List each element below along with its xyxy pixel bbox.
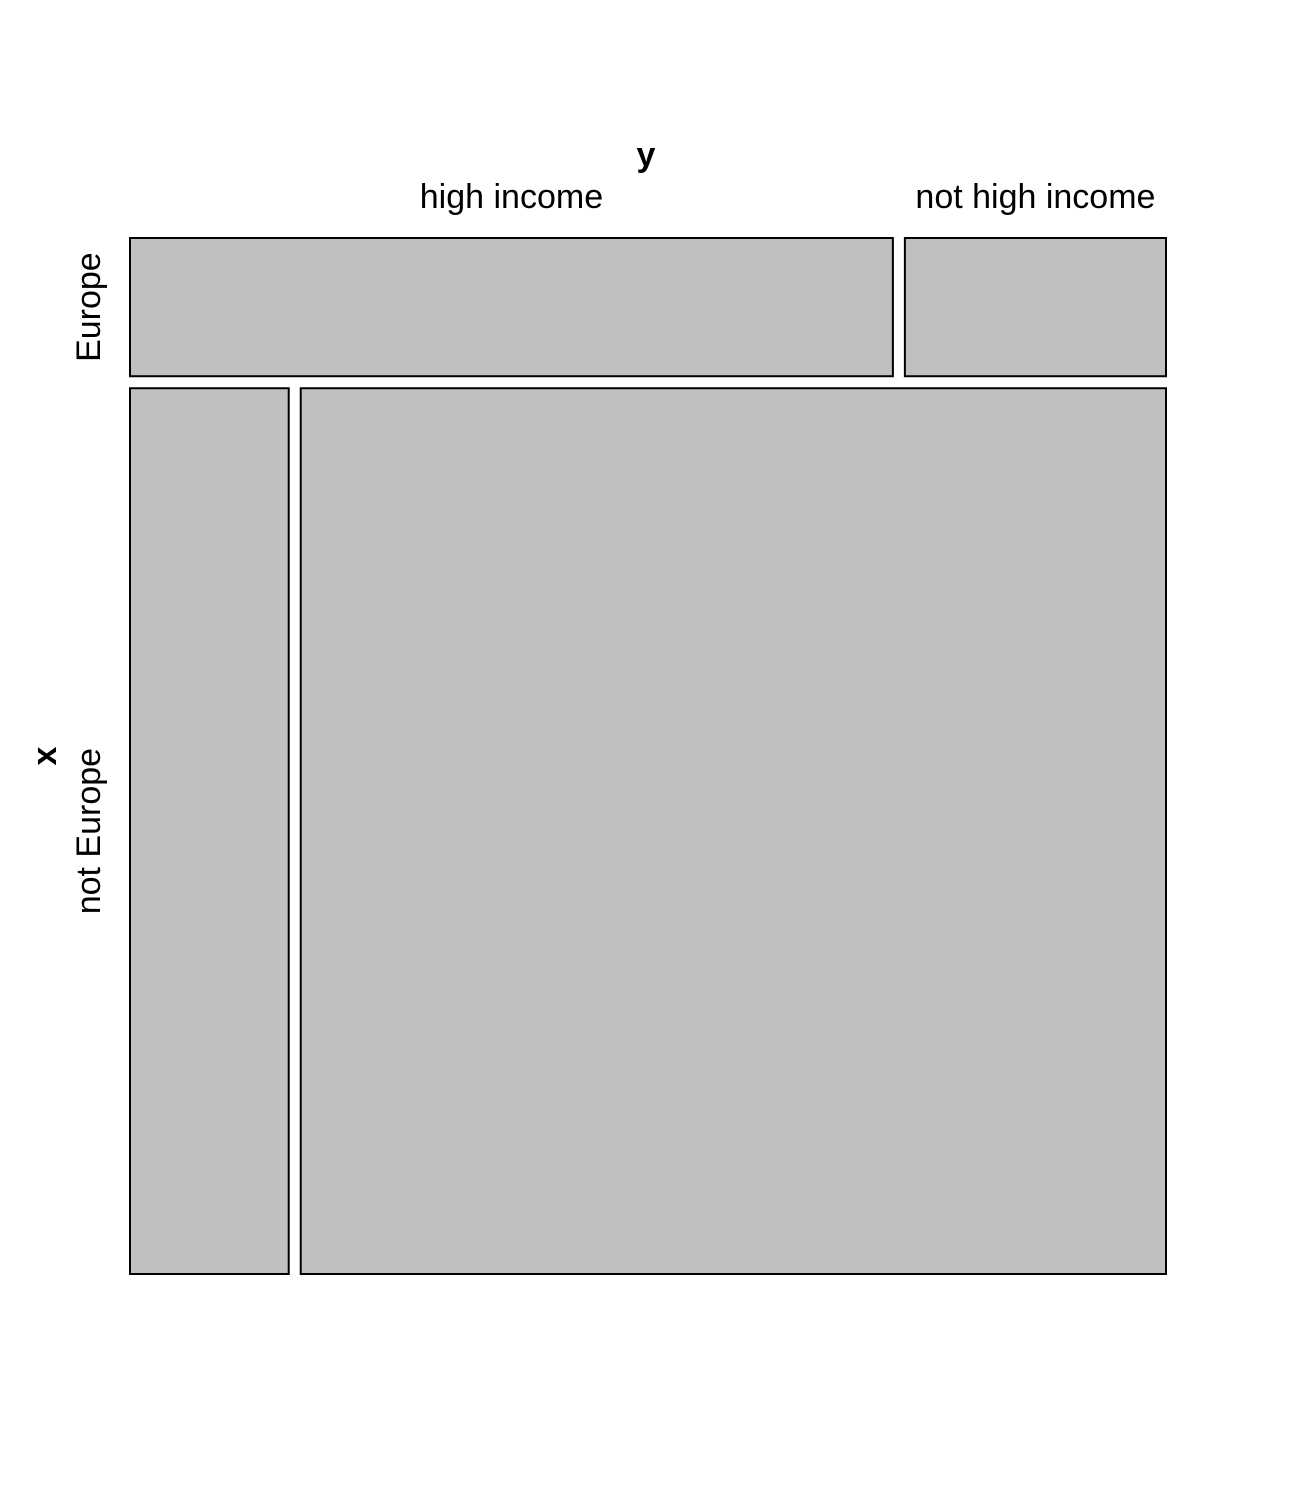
row-variable-label: x — [26, 746, 64, 765]
row-label-europe: Europe — [70, 252, 108, 362]
column-variable-label: y — [637, 136, 656, 174]
row-label-not-europe: not Europe — [70, 748, 108, 914]
tile-not-europe-not-high-income — [299, 387, 1168, 1275]
tile-not-europe-high-income — [129, 387, 290, 1275]
column-label-not-high-income: not high income — [915, 178, 1155, 216]
column-label-high-income: high income — [420, 178, 603, 216]
tile-europe-not-high-income — [903, 237, 1167, 378]
tile-europe-high-income — [129, 237, 894, 378]
category-labels: high income not high income Europe not Euro… — [70, 178, 1155, 914]
mosaic-tiles — [129, 237, 1168, 1275]
